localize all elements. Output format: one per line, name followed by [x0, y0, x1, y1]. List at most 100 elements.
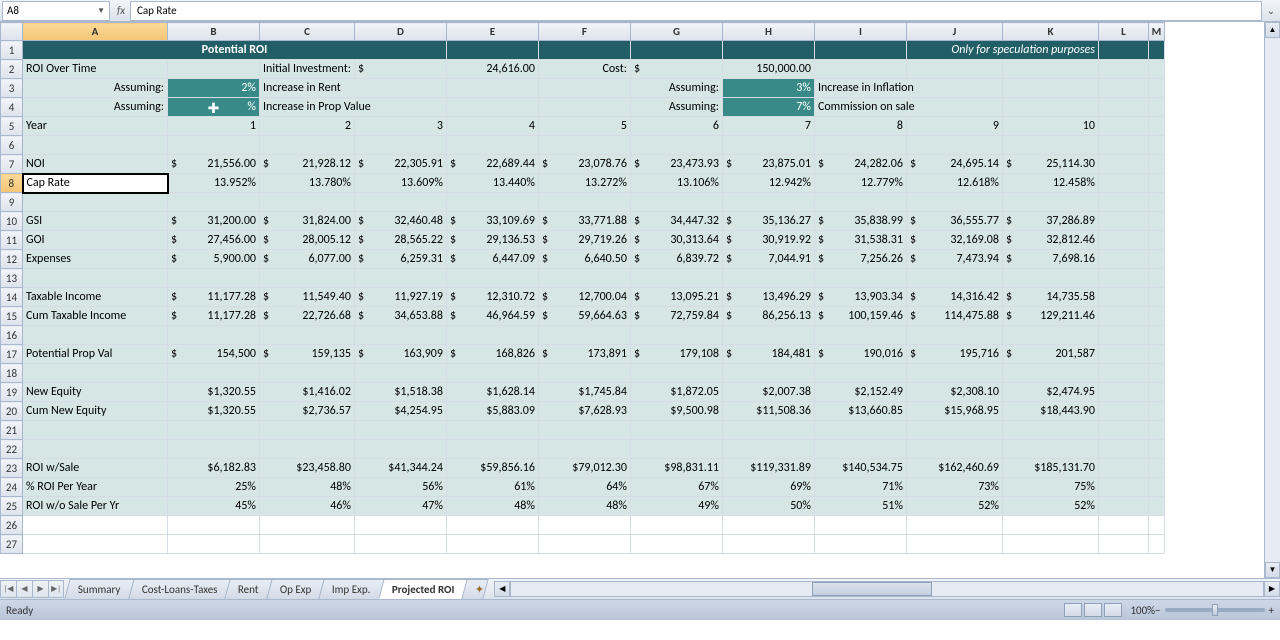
- cell[interactable]: [168, 60, 260, 79]
- sheet-tab-cost-loans-taxes[interactable]: Cost-Loans-Taxes: [128, 579, 231, 599]
- year-value[interactable]: 2: [260, 117, 355, 136]
- cell-value[interactable]: $46,964.59: [446, 307, 538, 326]
- cell-value[interactable]: $41,344.24: [354, 459, 446, 478]
- cell-value[interactable]: $59,856.16: [446, 459, 538, 478]
- row-label[interactable]: Potential Prop Val: [23, 345, 168, 364]
- cell[interactable]: [814, 41, 906, 60]
- formula-input[interactable]: Cap Rate: [130, 1, 1262, 21]
- cell-value[interactable]: $114,475.88: [906, 307, 1002, 326]
- year-value[interactable]: 4: [446, 117, 538, 136]
- cell[interactable]: [354, 269, 446, 288]
- row-label[interactable]: [23, 364, 168, 383]
- row-label[interactable]: Taxable Income: [23, 288, 168, 307]
- row-header-19[interactable]: 19: [1, 383, 23, 402]
- cell[interactable]: [1098, 212, 1148, 231]
- year-label[interactable]: Year: [23, 117, 168, 136]
- cell[interactable]: [1002, 269, 1098, 288]
- cell[interactable]: [814, 535, 906, 554]
- cell-value[interactable]: $11,927.19: [354, 288, 446, 307]
- cell[interactable]: [906, 136, 1002, 155]
- cell[interactable]: [1148, 212, 1164, 231]
- cell[interactable]: [722, 41, 814, 60]
- cell-value[interactable]: $32,812.46: [1002, 231, 1098, 250]
- scroll-down-icon[interactable]: ▼: [1265, 562, 1280, 578]
- cell[interactable]: [1002, 421, 1098, 440]
- rent-increase-label[interactable]: Increase in Rent: [260, 79, 447, 98]
- cell[interactable]: [538, 269, 630, 288]
- cell-value[interactable]: 12.618%: [906, 174, 1002, 193]
- cell[interactable]: [168, 516, 260, 535]
- cell[interactable]: [538, 193, 630, 212]
- cell-value[interactable]: $34,653.88: [354, 307, 446, 326]
- cell[interactable]: [814, 60, 906, 79]
- cell-value[interactable]: $2,736.57: [260, 402, 355, 421]
- cell-value[interactable]: 25%: [168, 478, 260, 497]
- cell-value[interactable]: $23,875.01: [722, 155, 814, 174]
- cell-value[interactable]: $25,114.30: [1002, 155, 1098, 174]
- cell-value[interactable]: $159,135: [260, 345, 355, 364]
- cell-value[interactable]: $23,078.76: [538, 155, 630, 174]
- cell-value[interactable]: $201,587: [1002, 345, 1098, 364]
- assuming-label[interactable]: Assuming:: [630, 79, 722, 98]
- cell-value[interactable]: $168,826: [446, 345, 538, 364]
- cell[interactable]: [1098, 136, 1148, 155]
- cell[interactable]: [354, 516, 446, 535]
- cell-value[interactable]: $9,500.98: [630, 402, 722, 421]
- rent-increase-pct[interactable]: 2%: [168, 79, 260, 98]
- row-label[interactable]: GOI: [23, 231, 168, 250]
- row-label[interactable]: [23, 193, 168, 212]
- cell-value[interactable]: $11,508.36: [722, 402, 814, 421]
- cell-value[interactable]: $36,555.77: [906, 212, 1002, 231]
- col-header-F[interactable]: F: [538, 23, 630, 41]
- cell-value[interactable]: $22,305.91: [354, 155, 446, 174]
- cell-value[interactable]: $12,700.04: [538, 288, 630, 307]
- cell[interactable]: [354, 326, 446, 345]
- cell-value[interactable]: $195,716: [906, 345, 1002, 364]
- col-header-E[interactable]: E: [446, 23, 538, 41]
- cell-value[interactable]: $86,256.13: [722, 307, 814, 326]
- cell[interactable]: [538, 535, 630, 554]
- year-value[interactable]: 1: [168, 117, 260, 136]
- cell[interactable]: [1002, 98, 1098, 117]
- year-value[interactable]: 3: [354, 117, 446, 136]
- row-label[interactable]: GSI: [23, 212, 168, 231]
- cell[interactable]: [538, 516, 630, 535]
- cell-value[interactable]: $32,169.08: [906, 231, 1002, 250]
- cell[interactable]: [1098, 307, 1148, 326]
- col-header-A[interactable]: A: [23, 23, 168, 41]
- roi-over-time-label[interactable]: ROI Over Time: [23, 60, 168, 79]
- cell[interactable]: [1098, 459, 1148, 478]
- cell-value[interactable]: $1,872.05: [630, 383, 722, 402]
- year-value[interactable]: 8: [814, 117, 906, 136]
- cell[interactable]: [906, 193, 1002, 212]
- cell-value[interactable]: $33,109.69: [446, 212, 538, 231]
- cell[interactable]: [1148, 402, 1164, 421]
- horizontal-scrollbar[interactable]: ◀ ▶: [494, 581, 1280, 597]
- cell-value[interactable]: 56%: [354, 478, 446, 497]
- cell-value[interactable]: 12.942%: [722, 174, 814, 193]
- zoom-slider[interactable]: [1165, 608, 1265, 612]
- cell-value[interactable]: 71%: [814, 478, 906, 497]
- row-header-8[interactable]: 8: [1, 174, 23, 193]
- row-header-11[interactable]: 11: [1, 231, 23, 250]
- tab-last-icon[interactable]: ▶|: [48, 580, 64, 598]
- cell[interactable]: [1098, 326, 1148, 345]
- cell[interactable]: [1148, 421, 1164, 440]
- col-header-C[interactable]: C: [260, 23, 355, 41]
- spreadsheet-grid[interactable]: ABCDEFGHIJKLM1Potential ROIOnly for spec…: [0, 22, 1280, 578]
- view-normal-icon[interactable]: [1064, 603, 1082, 617]
- cell-value[interactable]: $79,012.30: [538, 459, 630, 478]
- cell[interactable]: [906, 421, 1002, 440]
- cost-value[interactable]: 150,000.00: [722, 60, 814, 79]
- cell[interactable]: [1098, 79, 1148, 98]
- cell-value[interactable]: 75%: [1002, 478, 1098, 497]
- row-header-7[interactable]: 7: [1, 155, 23, 174]
- cell[interactable]: [260, 516, 355, 535]
- cell-value[interactable]: $59,664.63: [538, 307, 630, 326]
- cell-value[interactable]: 67%: [630, 478, 722, 497]
- cell-value[interactable]: $2,152.49: [814, 383, 906, 402]
- row-header-13[interactable]: 13: [1, 269, 23, 288]
- cell[interactable]: [630, 364, 722, 383]
- cell[interactable]: [1098, 250, 1148, 269]
- cell-value[interactable]: 48%: [446, 497, 538, 516]
